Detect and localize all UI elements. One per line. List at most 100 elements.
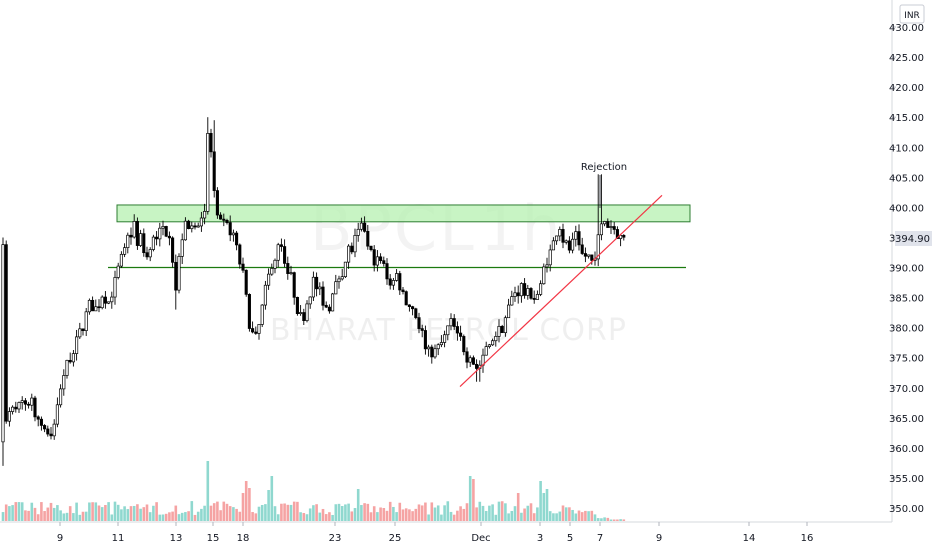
candle bbox=[375, 250, 379, 272]
candle bbox=[91, 296, 95, 312]
candle bbox=[510, 290, 514, 306]
volume-bar bbox=[366, 503, 370, 521]
candle bbox=[462, 334, 466, 356]
volume-bar bbox=[203, 505, 206, 521]
candle bbox=[305, 300, 309, 323]
candle bbox=[39, 416, 43, 431]
candle bbox=[254, 326, 258, 335]
volume-bar bbox=[427, 514, 430, 521]
candle bbox=[289, 265, 293, 276]
candle bbox=[139, 229, 143, 248]
candle bbox=[542, 263, 546, 285]
volume-bar bbox=[340, 506, 344, 521]
candle bbox=[43, 424, 47, 433]
volume-bar bbox=[152, 505, 155, 521]
candle bbox=[324, 301, 328, 309]
candle bbox=[103, 291, 107, 309]
volume-bar bbox=[452, 514, 456, 521]
volume-bar bbox=[600, 518, 603, 521]
candle bbox=[14, 401, 18, 413]
volume-bar bbox=[267, 490, 270, 521]
volume-bars bbox=[1, 461, 626, 521]
candle bbox=[507, 298, 511, 319]
volume-bar bbox=[280, 503, 283, 521]
volume-bar bbox=[8, 506, 11, 521]
volume-bar bbox=[273, 506, 277, 521]
volume-bar bbox=[49, 502, 53, 521]
candle bbox=[116, 262, 120, 280]
candle bbox=[129, 227, 133, 245]
volume-bar bbox=[113, 501, 117, 521]
trendline[interactable] bbox=[459, 194, 663, 387]
volume-bar bbox=[62, 513, 66, 521]
volume-bar bbox=[24, 510, 27, 521]
volume-bar bbox=[420, 505, 424, 521]
candle bbox=[471, 355, 475, 365]
candle bbox=[311, 271, 315, 301]
candle bbox=[257, 324, 261, 340]
candle bbox=[372, 245, 376, 272]
candle bbox=[350, 242, 354, 255]
price-tick-label: 360.00 bbox=[889, 444, 924, 455]
candle bbox=[363, 216, 367, 233]
volume-bar bbox=[145, 504, 149, 521]
candle bbox=[33, 395, 37, 422]
volume-bar bbox=[315, 504, 318, 521]
candle bbox=[148, 247, 152, 262]
volume-bar bbox=[468, 476, 472, 521]
currency-button[interactable]: INR bbox=[899, 4, 925, 24]
candle bbox=[267, 268, 271, 290]
volume-bar bbox=[353, 508, 357, 521]
candle bbox=[388, 274, 392, 290]
volume-bar bbox=[168, 512, 171, 521]
volume-bar bbox=[97, 505, 101, 521]
candle bbox=[228, 215, 232, 242]
volume-bar bbox=[596, 518, 600, 521]
candle bbox=[199, 211, 203, 232]
price-axis[interactable]: 430.00 425.00 420.00 415.00 410.00 405.00 400.… bbox=[889, 0, 932, 522]
volume-bar bbox=[312, 505, 315, 521]
candle bbox=[398, 270, 402, 295]
candles bbox=[1, 117, 626, 466]
candle bbox=[583, 247, 587, 263]
candle bbox=[235, 230, 239, 251]
volume-bar bbox=[616, 519, 619, 521]
price-tick-label: 375.00 bbox=[889, 354, 924, 365]
volume-bar bbox=[564, 507, 568, 521]
volume-bar bbox=[408, 509, 411, 521]
volume-bar bbox=[360, 505, 363, 521]
candle bbox=[123, 243, 127, 258]
price-tick-label: 430.00 bbox=[889, 23, 924, 34]
candle bbox=[385, 258, 389, 285]
candle bbox=[1, 237, 5, 466]
volume-bar bbox=[104, 505, 107, 521]
volume-bar bbox=[30, 502, 34, 521]
volume-bar bbox=[65, 512, 69, 521]
watermark-interval: 1h bbox=[480, 192, 563, 265]
candle bbox=[107, 301, 111, 305]
candle bbox=[292, 271, 296, 305]
candle bbox=[167, 231, 171, 246]
candle bbox=[119, 251, 123, 268]
candle bbox=[503, 315, 507, 337]
volume-bar bbox=[84, 511, 88, 521]
candle bbox=[193, 222, 197, 230]
volume-bar bbox=[216, 501, 219, 521]
price-tick-label: 350.00 bbox=[889, 504, 924, 515]
volume-bar bbox=[532, 513, 536, 521]
time-axis[interactable]: 9 11 13 15 18 23 25 Dec 3 5 7 9 14 16 bbox=[0, 521, 892, 544]
candle bbox=[164, 225, 168, 238]
volume-bar bbox=[331, 514, 334, 521]
volume-bar bbox=[264, 504, 267, 521]
volume-bar bbox=[584, 510, 587, 521]
volume-bar bbox=[430, 502, 434, 521]
volume-bar bbox=[526, 505, 530, 521]
candle bbox=[151, 234, 155, 252]
volume-bar bbox=[363, 503, 366, 521]
volume-bar bbox=[481, 505, 485, 521]
time-tick-label: 11 bbox=[112, 533, 125, 544]
last-price-label: 394.90 bbox=[895, 234, 930, 245]
candle bbox=[356, 222, 360, 242]
candle bbox=[334, 274, 338, 295]
